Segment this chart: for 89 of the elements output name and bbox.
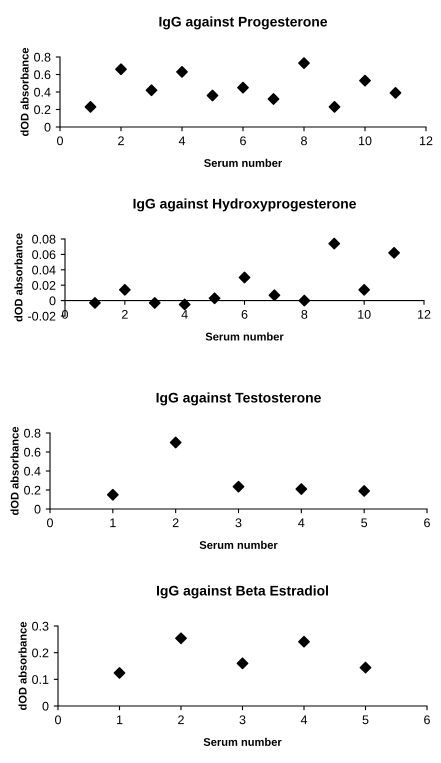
point xyxy=(388,246,400,259)
y-tick-label: 0.06 xyxy=(32,250,56,260)
point xyxy=(268,93,280,105)
point xyxy=(295,483,308,495)
x-tick-label: 1 xyxy=(116,715,122,724)
x-tick-label: 6 xyxy=(424,518,430,528)
x-tick-label: 5 xyxy=(361,518,368,528)
y-axis-title: dOD absorbance xyxy=(20,48,29,136)
x-tick-label: 12 xyxy=(420,136,432,146)
point xyxy=(237,82,249,94)
y-tick-label: 0 xyxy=(42,702,48,711)
y-tick-label: 0.4 xyxy=(34,88,51,97)
x-tick-label: 10 xyxy=(358,310,371,319)
x-tick-label: 6 xyxy=(242,310,248,319)
y-tick-label: 0.08 xyxy=(32,234,56,244)
x-tick-label: 4 xyxy=(298,518,304,528)
point xyxy=(208,292,220,304)
y-tick-label: 0.02 xyxy=(32,281,56,290)
x-tick-label: 12 xyxy=(418,310,430,319)
x-tick-label: 1 xyxy=(110,518,116,528)
x-tick-label: 8 xyxy=(301,136,307,146)
point xyxy=(178,298,191,310)
point xyxy=(358,485,370,497)
point xyxy=(148,297,161,309)
point xyxy=(118,284,131,296)
y-tick-label: -0.02 xyxy=(28,312,56,321)
y-tick-label: 0.8 xyxy=(34,52,50,62)
point xyxy=(146,84,158,96)
x-axis-title: Serum number xyxy=(206,332,284,341)
x-tick-label: 6 xyxy=(424,715,430,724)
y-axis-title: dOD absorbance xyxy=(18,622,27,710)
x-tick-label: 8 xyxy=(301,310,308,319)
point xyxy=(115,63,127,76)
point xyxy=(390,86,402,99)
y-tick-label: 0.2 xyxy=(24,486,40,495)
point xyxy=(236,657,248,670)
chart-title: IgG against Beta Estradiol xyxy=(156,585,328,598)
y-tick-label: 0.2 xyxy=(34,105,50,114)
y-tick-label: 0.8 xyxy=(24,428,40,438)
y-tick-label: 0 xyxy=(50,296,56,306)
x-tick-label: 4 xyxy=(178,136,186,146)
x-axis-title: Serum number xyxy=(204,738,282,746)
point xyxy=(176,66,188,78)
x-tick-label: 0 xyxy=(57,136,63,146)
y-axis-title: dOD absorbance xyxy=(10,426,19,515)
point xyxy=(359,74,371,87)
point xyxy=(298,57,310,70)
point xyxy=(298,636,310,648)
x-tick-label: 5 xyxy=(362,715,368,724)
chart-title: IgG against Hydroxyprogesterone xyxy=(134,198,356,212)
point xyxy=(238,272,250,284)
x-axis-title: Serum number xyxy=(200,540,278,549)
point xyxy=(206,90,218,102)
x-tick-label: 3 xyxy=(240,715,246,724)
y-tick-label: 0.04 xyxy=(32,266,56,274)
x-tick-label: 6 xyxy=(240,136,246,146)
point xyxy=(84,100,96,113)
chart-title: IgG against Testosterone xyxy=(156,392,321,406)
point xyxy=(114,667,126,679)
point xyxy=(170,436,182,448)
x-tick-label: 2 xyxy=(122,310,128,319)
point xyxy=(360,662,372,674)
x-tick-label: 2 xyxy=(118,136,124,146)
y-tick-label: 0.2 xyxy=(32,648,48,658)
x-tick-label: 2 xyxy=(178,715,184,724)
x-tick-label: 2 xyxy=(172,518,179,528)
point xyxy=(89,297,101,309)
y-tick-label: 0.6 xyxy=(34,70,50,80)
y-axis-title: dOD absorbance xyxy=(14,233,23,322)
point xyxy=(328,100,340,113)
point xyxy=(106,488,119,501)
x-tick-label: 4 xyxy=(181,310,188,319)
y-tick-label: 0 xyxy=(34,504,40,514)
y-tick-label: 0.4 xyxy=(24,466,41,476)
x-axis-title: Serum number xyxy=(204,158,282,167)
y-tick-label: 0.6 xyxy=(24,448,40,457)
y-tick-label: 0 xyxy=(44,122,50,132)
y-tick-label: 0.1 xyxy=(32,675,48,684)
point xyxy=(232,480,244,493)
x-tick-label: 3 xyxy=(236,518,242,528)
y-tick-label: 0.3 xyxy=(32,622,48,631)
x-tick-label: 4 xyxy=(300,715,308,724)
point xyxy=(358,284,370,296)
x-tick-label: 10 xyxy=(359,136,372,146)
point xyxy=(175,632,187,644)
point xyxy=(298,294,310,306)
point xyxy=(268,289,280,302)
chart-title: IgG against Progesterone xyxy=(159,16,328,30)
point xyxy=(328,238,340,250)
